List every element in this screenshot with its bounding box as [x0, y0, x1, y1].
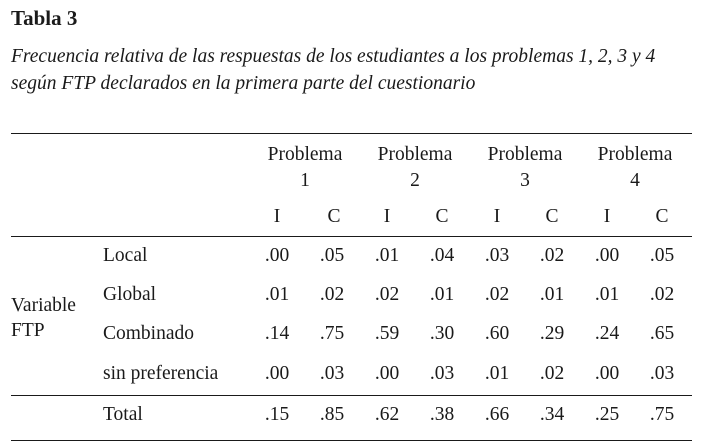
table-cell: .01 [484, 363, 510, 384]
table-cell: .60 [484, 323, 510, 344]
row-label: sin preferencia [103, 363, 219, 384]
subcol-header: I [273, 206, 281, 227]
total-cell: .75 [649, 404, 675, 425]
table-cell: .59 [374, 323, 400, 344]
top-rule [11, 133, 692, 134]
problem-header-1-line2: 1 [300, 170, 310, 191]
problem-header-4-line2: 4 [630, 170, 640, 191]
total-cell: .34 [539, 404, 565, 425]
problem-header-4: Problema 4 [585, 142, 685, 194]
variable-label-line1: Variable [11, 295, 76, 316]
table-cell: .00 [264, 363, 290, 384]
table-cell: .01 [264, 284, 290, 305]
header-rule [11, 236, 692, 237]
problem-header-2-line1: Problema [377, 144, 453, 165]
problem-header-3: Problema 3 [475, 142, 575, 194]
total-cell: .25 [594, 404, 620, 425]
variable-label: Variable FTP [11, 293, 76, 343]
table-cell: .01 [429, 284, 455, 305]
table-cell: .03 [319, 363, 345, 384]
subcol-header: I [493, 206, 501, 227]
problem-header-4-line1: Problema [597, 144, 673, 165]
table-cell: .04 [429, 245, 455, 266]
table-cell: .29 [539, 323, 565, 344]
table-cell: .03 [429, 363, 455, 384]
table-cell: .05 [319, 245, 345, 266]
table-cell: .03 [484, 245, 510, 266]
bottom-rule [11, 440, 692, 441]
subcol-header: C [655, 206, 669, 227]
table-cell: .01 [539, 284, 565, 305]
problem-header-3-line1: Problema [487, 144, 563, 165]
total-cell: .15 [264, 404, 290, 425]
table-cell: .03 [649, 363, 675, 384]
problem-header-1: Problema 1 [255, 142, 355, 194]
table-cell: .75 [319, 323, 345, 344]
table-cell: .01 [374, 245, 400, 266]
variable-label-line2: FTP [11, 320, 45, 341]
table-cell: .05 [649, 245, 675, 266]
problem-header-3-line2: 3 [520, 170, 530, 191]
problem-header-2: Problema 2 [365, 142, 465, 194]
table-cell: .00 [264, 245, 290, 266]
table-cell: .00 [594, 245, 620, 266]
total-cell: .38 [429, 404, 455, 425]
table-label: Tabla 3 [11, 6, 78, 30]
subcol-header: C [545, 206, 559, 227]
total-label: Total [103, 404, 143, 425]
problem-header-2-line2: 2 [410, 170, 420, 191]
subcol-header: C [435, 206, 449, 227]
total-cell: .85 [319, 404, 345, 425]
table-cell: .24 [594, 323, 620, 344]
table-cell: .65 [649, 323, 675, 344]
table-cell: .00 [594, 363, 620, 384]
subcol-header: I [383, 206, 391, 227]
row-label: Local [103, 245, 148, 266]
table-cell: .30 [429, 323, 455, 344]
table-cell: .02 [484, 284, 510, 305]
table-cell: .02 [319, 284, 345, 305]
subcol-header: C [327, 206, 341, 227]
total-rule [11, 395, 692, 396]
table-cell: .01 [594, 284, 620, 305]
total-cell: .66 [484, 404, 510, 425]
row-label: Combinado [103, 323, 194, 344]
table-cell: .02 [539, 245, 565, 266]
table-cell: .02 [539, 363, 565, 384]
table-cell: .02 [649, 284, 675, 305]
table-cell: .02 [374, 284, 400, 305]
subcol-header: I [603, 206, 611, 227]
table-caption: Frecuencia relativa de las respuestas de… [11, 46, 656, 94]
row-label: Global [103, 284, 157, 305]
table-cell: .00 [374, 363, 400, 384]
problem-header-1-line1: Problema [267, 144, 343, 165]
total-cell: .62 [374, 404, 400, 425]
table-cell: .14 [264, 323, 290, 344]
